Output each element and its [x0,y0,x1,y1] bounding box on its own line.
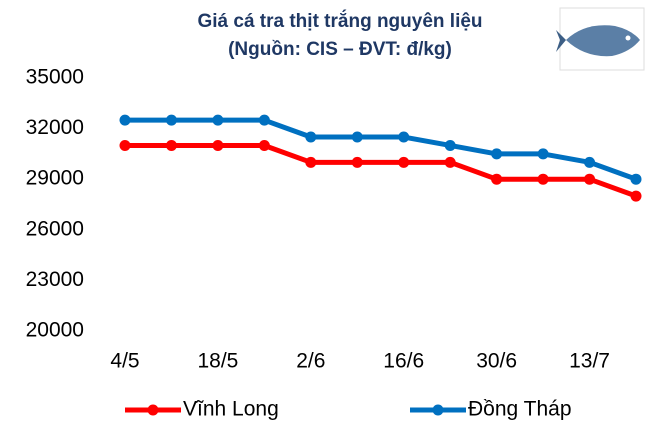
fish-body [566,25,640,57]
data-point [537,173,549,185]
legend-marker [432,404,444,416]
data-point [630,190,642,202]
chart-subtitle: (Nguồn: CIS – ĐVT: đ/kg) [228,39,452,60]
data-point [258,114,270,126]
y-tick-label: 29000 [26,167,84,190]
chart-title: Giá cá tra thịt trắng nguyên liệu [197,10,482,32]
data-point [119,114,131,126]
data-point [491,148,503,160]
x-tick-label: 30/6 [476,350,517,373]
series-line [125,117,637,182]
data-point [119,139,131,151]
series-line [125,142,637,199]
data-point [444,156,456,168]
x-tick-label: 18/5 [197,350,238,373]
fish-eye [625,35,631,41]
fish-icon [556,7,645,71]
data-point [630,173,642,185]
data-point [491,173,503,185]
fish-tail [556,30,566,52]
legend-label: Vĩnh Long [183,398,279,421]
data-point [398,131,410,143]
data-point [537,148,549,160]
data-point [165,139,177,151]
y-tick-label: 23000 [26,268,84,291]
data-point [212,139,224,151]
x-tick-label: 13/7 [569,350,610,373]
data-point [165,114,177,126]
legend-label: Đồng Tháp [468,398,572,421]
data-point [305,156,317,168]
legend-marker [147,404,159,416]
data-point [444,139,456,151]
x-tick-label: 16/6 [383,350,424,373]
data-point [584,156,596,168]
data-point [351,131,363,143]
data-point [351,156,363,168]
data-point [584,173,596,185]
data-point [305,131,317,143]
x-tick-label: 4/5 [110,350,139,373]
y-tick-label: 20000 [26,319,84,342]
y-tick-label: 26000 [26,217,84,240]
data-point [258,139,270,151]
x-tick-label: 2/6 [296,350,325,373]
y-tick-label: 32000 [26,116,84,139]
data-point [398,156,410,168]
data-point [212,114,224,126]
y-tick-label: 35000 [26,66,84,89]
